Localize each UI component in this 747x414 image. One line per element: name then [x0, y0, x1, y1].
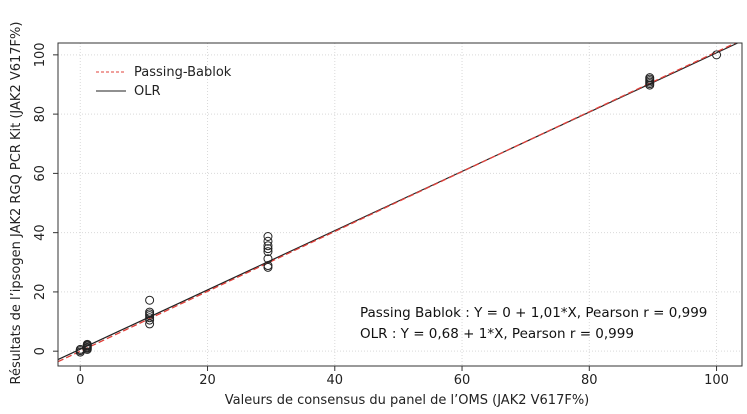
x-axis-title: Valeurs de consensus du panel de l’OMS (…: [225, 393, 590, 408]
x-tick-label: 100: [704, 373, 729, 388]
annotation-olr: OLR : Y = 0,68 + 1*X, Pearson r = 0,999: [360, 326, 634, 342]
y-tick-label: 0: [33, 347, 48, 355]
fit-lines: [57, 42, 738, 363]
data-point: [82, 339, 92, 349]
data-point: [645, 73, 655, 83]
x-tick-label: 0: [76, 373, 84, 388]
legend: Passing-Bablok OLR: [96, 65, 232, 99]
y-tick-label: 80: [33, 106, 48, 123]
data-point: [145, 313, 155, 323]
legend-label-passing-bablok: Passing-Bablok: [134, 65, 232, 80]
data-point: [712, 50, 722, 60]
x-tick-label: 20: [199, 373, 216, 388]
data-point: [263, 236, 273, 246]
y-tick-label: 100: [33, 42, 48, 67]
data-point: [263, 254, 273, 264]
data-point: [263, 241, 273, 251]
data-points: [75, 50, 722, 357]
legend-label-olr: OLR: [134, 84, 161, 99]
data-point: [263, 232, 273, 242]
x-axis: 0 20 40 60 80 100: [76, 366, 729, 388]
x-tick-label: 80: [581, 373, 598, 388]
y-tick-label: 20: [33, 284, 48, 301]
fit-line-passing-bablok: [57, 42, 736, 363]
y-tick-label: 40: [33, 224, 48, 241]
annotation-passing-bablok: Passing Bablok : Y = 0 + 1,01*X, Pearson…: [360, 305, 707, 321]
data-point: [145, 295, 155, 305]
x-tick-label: 60: [454, 373, 471, 388]
y-tick-label: 60: [33, 165, 48, 182]
grid-lines: [58, 43, 742, 366]
data-point: [263, 262, 273, 272]
data-point: [145, 307, 155, 317]
plot-frame: [57, 42, 743, 367]
data-point: [263, 247, 273, 257]
y-axis: 0 20 40 60 80 100: [33, 42, 58, 355]
y-axis-title: Résultats de l’ipsogen JAK2 RGQ PCR Kit …: [9, 22, 24, 385]
data-point: [263, 244, 273, 254]
data-point: [263, 261, 273, 271]
x-tick-label: 40: [327, 373, 344, 388]
